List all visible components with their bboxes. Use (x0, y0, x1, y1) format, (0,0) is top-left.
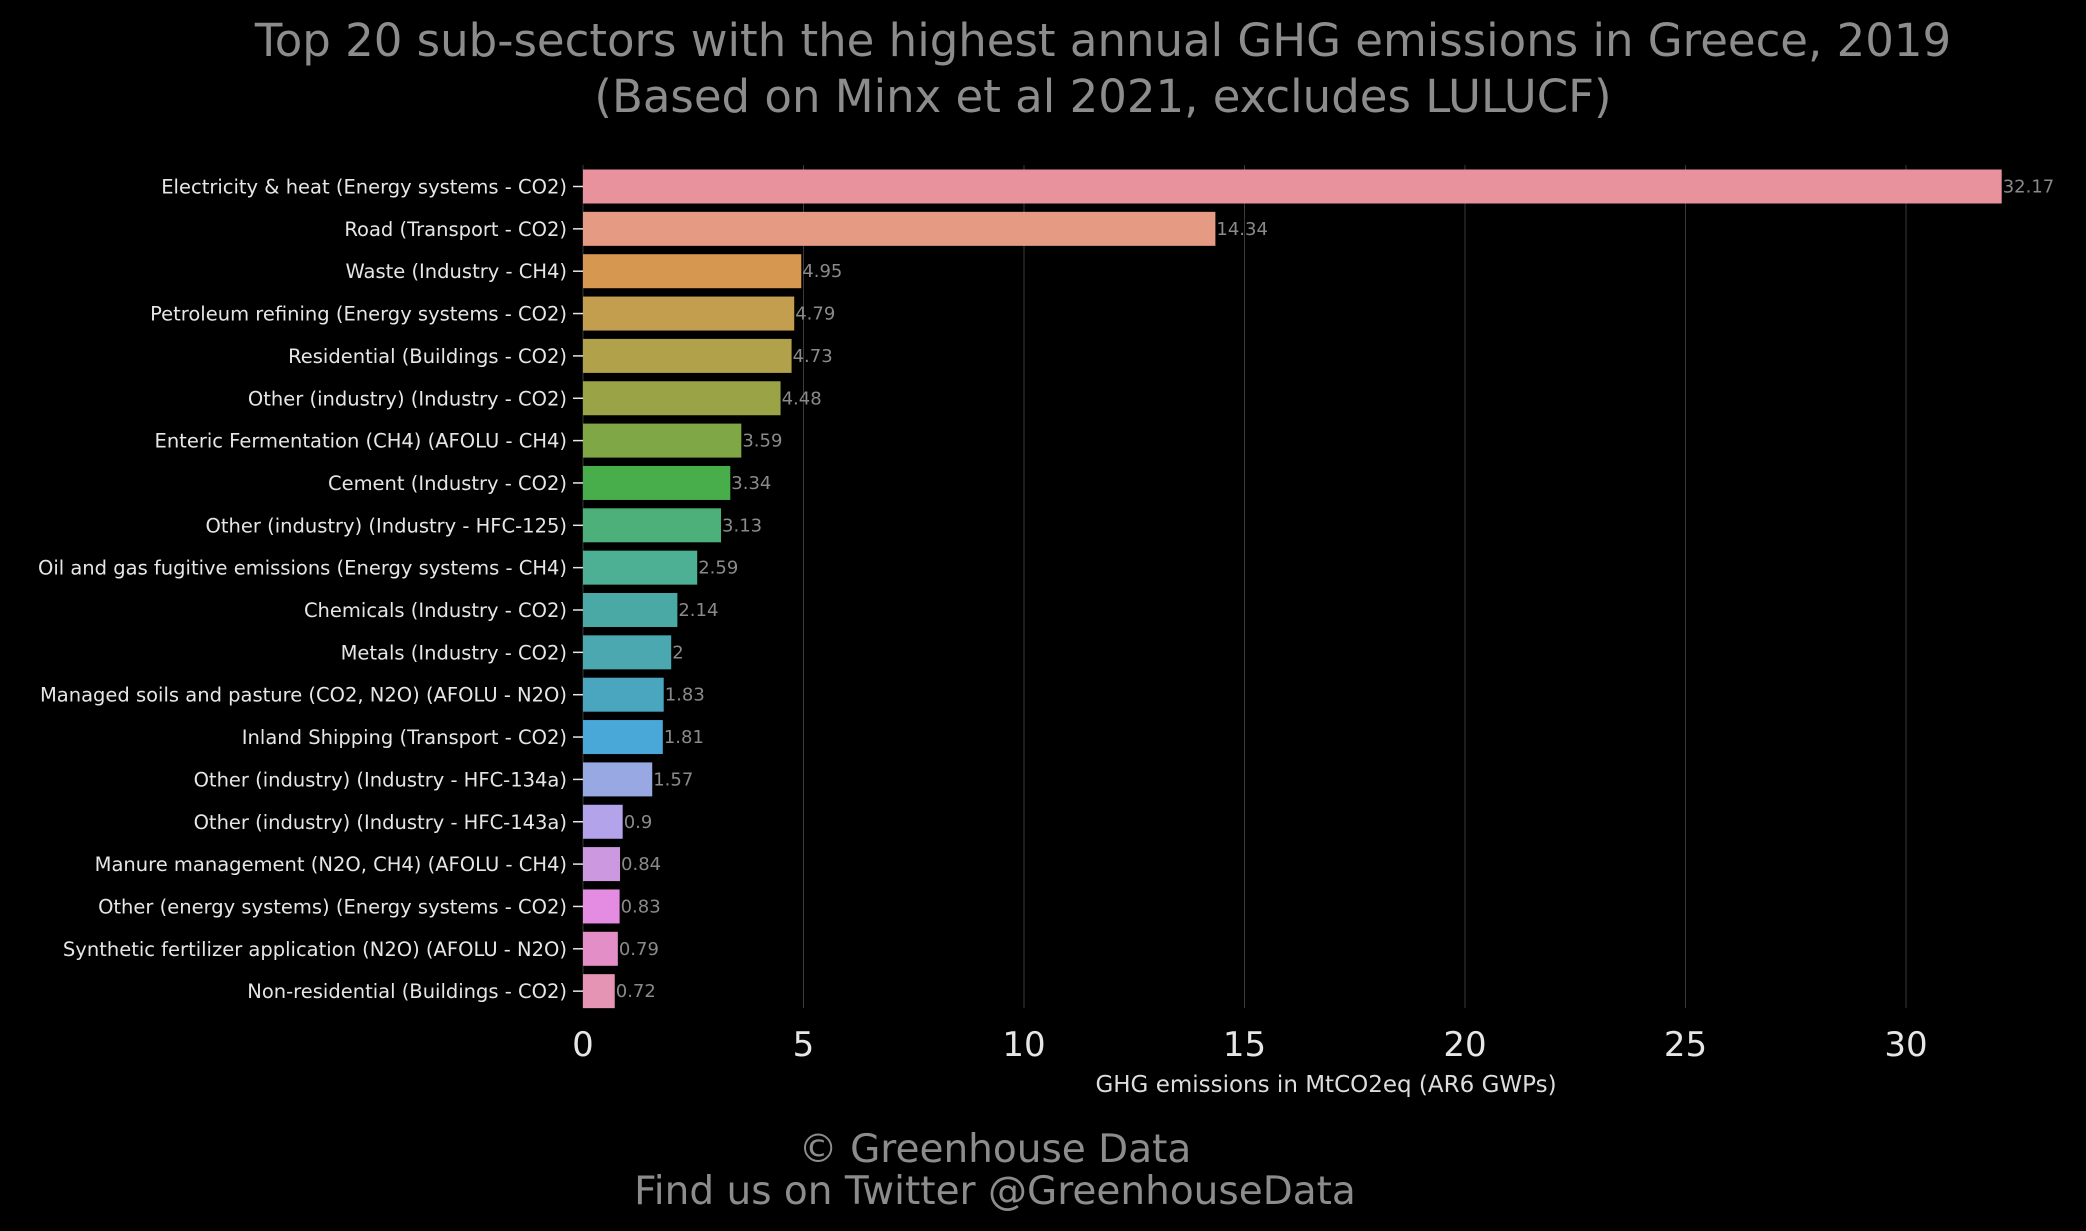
y-tick-label: Cement (Industry - CO2) (328, 472, 567, 495)
data-label: 3.13 (722, 515, 762, 536)
y-tick-label: Enteric Fermentation (CH4) (AFOLU - CH4) (155, 430, 568, 453)
y-tick-label: Electricity & heat (Energy systems - CO2… (161, 176, 567, 199)
data-label: 0.72 (616, 981, 656, 1002)
bar (583, 381, 781, 416)
y-tick-label: Synthetic fertilizer application (N2O) (… (63, 938, 567, 961)
y-tick-label: Road (Transport - CO2) (344, 218, 567, 241)
bar (583, 338, 792, 373)
x-tick-labels: 0 5 10 15 20 25 30 (572, 1025, 1927, 1065)
data-label: 2.59 (698, 558, 738, 579)
y-tick-label: Waste (Industry - CH4) (345, 260, 567, 283)
data-label: 0.79 (619, 939, 659, 960)
data-label: 4.48 (782, 388, 822, 409)
y-tick-label: Non-residential (Buildings - CO2) (247, 980, 567, 1003)
data-label: 4.79 (795, 304, 835, 325)
bar (583, 720, 663, 755)
y-tick-label: Chemicals (Industry - CO2) (304, 599, 567, 622)
bar (583, 593, 678, 627)
y-tick-label: Oil and gas fugitive emissions (Energy s… (38, 557, 567, 580)
bar (583, 804, 623, 839)
data-label: 14.34 (1216, 219, 1268, 240)
y-tick-label: Other (energy systems) (Energy systems -… (98, 895, 567, 918)
y-tick-label: Metals (Industry - CO2) (341, 641, 567, 664)
footer-twitter: Find us on Twitter @GreenhouseData (634, 1169, 1356, 1214)
bar (583, 974, 615, 1009)
y-tick-label: Other (industry) (Industry - HFC-125) (206, 514, 567, 537)
data-labels: 32.17 14.34 4.95 4.79 4.73 4.48 3.59 3.34 3.13 2.… (616, 177, 2054, 1003)
y-tick-label: Other (industry) (Industry - CO2) (248, 387, 567, 410)
data-label: 2.14 (678, 600, 718, 621)
bar (583, 931, 618, 966)
bar (583, 423, 742, 458)
y-tick-label: Inland Shipping (Transport - CO2) (242, 726, 567, 749)
gridlines (582, 165, 1907, 1008)
data-label: 4.73 (793, 346, 833, 367)
x-tick-label: 10 (1002, 1025, 1045, 1065)
x-axis-label: GHG emissions in MtCO2eq (AR6 GWPs) (1095, 1072, 1556, 1098)
bars (583, 169, 2002, 1009)
data-label: 32.17 (2003, 177, 2055, 198)
data-label: 0.83 (621, 896, 661, 917)
bar (583, 211, 1216, 246)
y-tick-label: Petroleum refining (Energy systems - CO2… (150, 303, 567, 326)
bar (583, 465, 731, 500)
data-label: 4.95 (802, 261, 842, 282)
data-label: 2 (672, 642, 683, 663)
x-tick-label: 5 (793, 1025, 815, 1065)
bar (583, 296, 795, 331)
bar (583, 762, 653, 797)
data-label: 3.34 (731, 473, 771, 494)
data-label: 0.9 (624, 812, 653, 833)
bar (583, 889, 620, 924)
chart-subtitle: (Based on Minx et al 2021, excludes LULU… (594, 70, 1612, 123)
data-label: 3.59 (742, 431, 782, 452)
chart-title: Top 20 sub-sectors with the highest annu… (254, 14, 1952, 67)
bar (583, 550, 698, 585)
bar (583, 677, 664, 712)
data-label: 1.81 (664, 727, 704, 748)
y-tick-label: Managed soils and pasture (CO2, N2O) (AF… (40, 684, 567, 707)
y-tick-label: Other (industry) (Industry - HFC-134a) (194, 768, 567, 791)
bar (583, 847, 621, 882)
x-tick-label: 30 (1884, 1025, 1927, 1065)
x-tick-label: 20 (1443, 1025, 1486, 1065)
x-tick-label: 25 (1664, 1025, 1707, 1065)
data-label: 1.83 (665, 685, 705, 706)
data-label: 0.84 (621, 854, 661, 875)
y-tick-label: Residential (Buildings - CO2) (288, 345, 567, 368)
x-tick-label: 0 (572, 1025, 594, 1065)
bar (583, 508, 722, 543)
bar (583, 169, 2002, 204)
y-tick-label: Other (industry) (Industry - HFC-143a) (194, 811, 567, 834)
bar (583, 635, 672, 670)
y-tick-labels: Electricity & heat (Energy systems - CO2… (38, 176, 583, 1003)
bar (583, 254, 802, 289)
footer-copyright: © Greenhouse Data (798, 1127, 1192, 1172)
y-tick-label: Manure management (N2O, CH4) (AFOLU - CH… (95, 853, 567, 876)
x-tick-label: 15 (1223, 1025, 1266, 1065)
data-label: 1.57 (653, 769, 693, 790)
